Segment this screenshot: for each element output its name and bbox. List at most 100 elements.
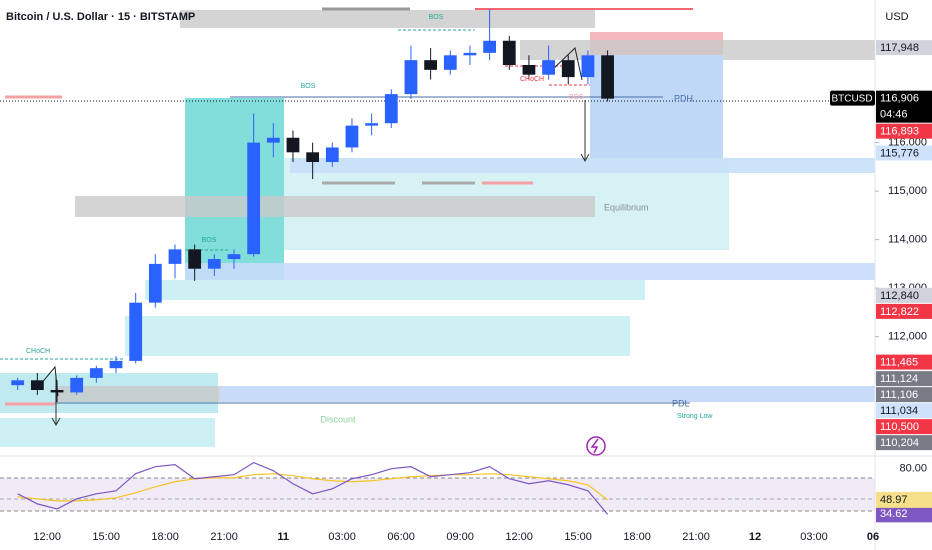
price-tag-label: 117,948 — [880, 42, 919, 54]
candle-body — [129, 302, 143, 361]
last-price-box — [876, 90, 932, 123]
y-tick-label: 112,000 — [888, 331, 927, 343]
price-tag — [876, 145, 932, 161]
y-tick-label: 115,000 — [888, 185, 927, 197]
annotation: PDL — [672, 398, 690, 408]
rsi-band — [0, 478, 875, 511]
x-tick-label: 12:00 — [505, 531, 533, 543]
rsi-line — [17, 473, 608, 502]
chart-title: Bitcoin / U.S. Dollar · 15 · BITSTAMP — [6, 11, 195, 23]
last-price-name: BTCUSD — [831, 93, 872, 104]
candle-body — [50, 390, 64, 393]
candle-body — [502, 40, 516, 65]
last-price-label: 116,906 — [880, 93, 919, 105]
x-tick-label: 18:00 — [151, 531, 179, 543]
candle-body — [601, 55, 614, 99]
zone — [220, 386, 875, 402]
y-tick-label: 114,000 — [888, 234, 927, 246]
value-tag-label: 48.97 — [880, 494, 908, 506]
price-tag-label: 111,124 — [880, 373, 918, 385]
zones — [0, 7, 875, 456]
arrow — [51, 375, 61, 427]
price-tag-label: 111,106 — [880, 389, 918, 401]
price-tag — [876, 435, 932, 451]
annotation: Strong Low — [677, 413, 713, 420]
candle-body — [266, 137, 280, 143]
candle-body — [542, 60, 555, 75]
zone — [0, 418, 215, 447]
zone — [290, 158, 875, 173]
plot — [11, 9, 614, 515]
candle-body — [30, 380, 44, 390]
price-tag-label: 110,500 — [880, 421, 919, 433]
price-tag — [876, 387, 932, 403]
arrow — [580, 100, 590, 163]
zone — [180, 10, 595, 28]
candle-body — [443, 55, 457, 70]
x-tick-label: 09:00 — [446, 531, 474, 543]
annotation: Equilibrium — [604, 202, 649, 212]
x-tick-label: 12 — [749, 531, 761, 543]
price-axis: 112,000113,000114,000115,000116,00080.00… — [33, 40, 932, 543]
icon[interactable] — [586, 436, 606, 456]
annotation: BOS — [569, 94, 584, 101]
icon — [590, 438, 599, 454]
candle-body — [325, 147, 339, 163]
candle-body — [148, 263, 162, 303]
candle-body — [561, 60, 575, 78]
countdown: 04:46 — [880, 109, 908, 121]
y-tick-label: 80.00 — [899, 463, 927, 475]
candle-body — [70, 377, 84, 393]
x-tick-label: 06 — [867, 531, 879, 543]
price-tag-label: 112,840 — [880, 290, 919, 302]
value-tag-label: 34.62 — [880, 508, 908, 520]
x-tick-label: 03:00 — [328, 531, 356, 543]
candle-body — [581, 55, 595, 78]
x-tick-label: 15:00 — [92, 531, 120, 543]
candle-body — [207, 259, 221, 269]
x-tick-label: 18:00 — [623, 531, 651, 543]
annotation: Discount — [320, 414, 356, 424]
price-tag — [876, 354, 932, 370]
x-tick-label: 06:00 — [387, 531, 415, 543]
x-tick-label: 03:00 — [800, 531, 828, 543]
rsi-line — [17, 461, 609, 515]
x-tick-label: 11 — [277, 531, 289, 543]
price-tag-label: 111,034 — [880, 405, 918, 417]
price-tag-label: 110,204 — [880, 437, 919, 449]
price-tag-label: 111,465 — [880, 356, 918, 368]
annotation: BOS — [429, 14, 444, 21]
currency: USD — [885, 11, 908, 23]
x-tick-label: 12:00 — [33, 531, 61, 543]
candle-body — [227, 254, 241, 260]
value-tag — [876, 491, 932, 508]
price-tag — [876, 403, 932, 419]
candle-body — [483, 40, 496, 53]
zone — [125, 316, 630, 356]
zone — [145, 280, 645, 300]
candle-body — [168, 249, 182, 264]
candle-body — [463, 52, 477, 56]
candle-body — [306, 152, 320, 163]
price-tag — [876, 287, 932, 303]
candle-body — [424, 60, 438, 70]
candle-body — [404, 60, 418, 95]
price-tag-label: 112,822 — [880, 306, 919, 318]
annotations: BOS BOS BOS CHoCH CHoCH Equilibrium PDH … — [26, 14, 713, 425]
x-tick-label: 21:00 — [682, 531, 710, 543]
candle-body — [384, 94, 398, 124]
candle-body — [522, 65, 536, 75]
candle-body — [11, 380, 25, 386]
annotation: CHoCH — [520, 76, 544, 83]
price-tag — [876, 371, 932, 387]
zone — [75, 196, 595, 217]
annotation: CHoCH — [26, 348, 50, 355]
candle-body — [286, 137, 300, 153]
price-tag — [876, 303, 932, 319]
candle-body — [247, 142, 261, 255]
x-tick-label: 21:00 — [210, 531, 238, 543]
value-tag — [876, 506, 932, 523]
annotation: PDH — [674, 93, 693, 103]
